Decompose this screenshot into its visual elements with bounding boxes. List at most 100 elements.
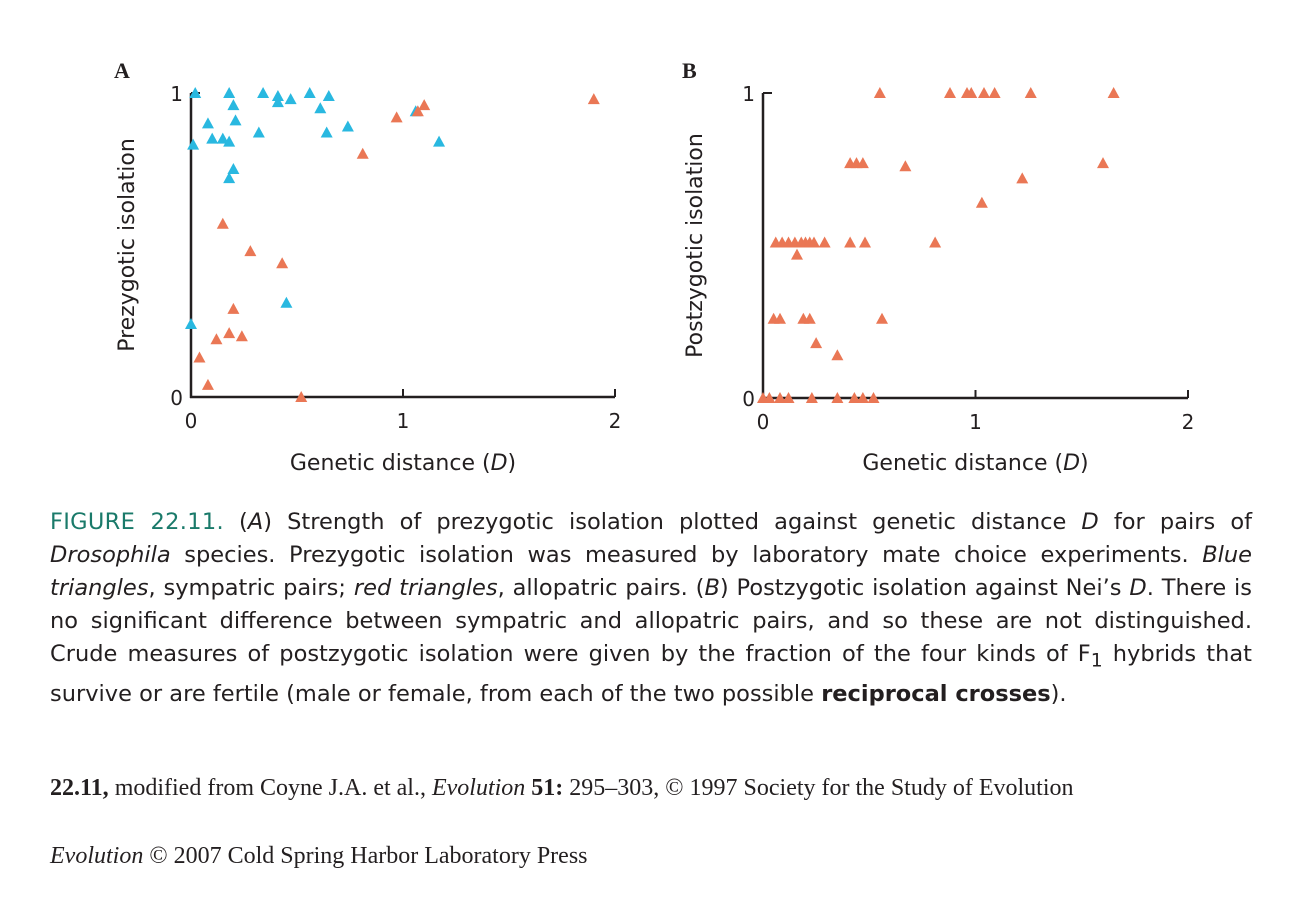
data-point-a <box>322 90 335 102</box>
axis-label-run: ) <box>1080 451 1089 476</box>
text-run: Evolution <box>50 843 144 869</box>
text-run: reciprocal crosses <box>821 680 1051 707</box>
data-point-b <box>876 312 888 324</box>
data-point-a <box>280 296 293 308</box>
data-point-a <box>271 90 284 102</box>
text-run: D <box>1129 575 1147 601</box>
x-tick-label-a: 2 <box>609 409 622 433</box>
data-point-b <box>818 236 831 248</box>
figure-caption: FIGURE 22.11. (A) Strength of prezygotic… <box>50 506 1252 711</box>
data-point-a <box>235 330 248 342</box>
y-tick-label-b: 0 <box>742 387 755 411</box>
text-run: hybrids that survive or are fertile (mal… <box>50 641 1252 707</box>
text-run: , allopatric pairs. ( <box>497 575 705 601</box>
data-point-a <box>418 99 431 111</box>
data-point-b <box>873 87 886 98</box>
data-point-a <box>411 105 424 117</box>
text-run: modified from Coyne J.A. et al., <box>108 775 432 801</box>
text-run: . There is no significant difference bet… <box>50 575 1253 667</box>
data-point-a <box>276 257 289 269</box>
x-tick-label-b: 0 <box>757 410 770 434</box>
text-run: Drosophila <box>50 542 171 568</box>
data-point-a <box>206 132 219 144</box>
data-point-b <box>810 337 823 349</box>
text-run: 295–303, © 1997 Society for the Study of… <box>563 775 1074 801</box>
text-run: Blue triangles <box>50 542 1252 601</box>
x-tick-label-a: 1 <box>397 409 410 433</box>
text-run: ). <box>1050 680 1067 707</box>
data-point-a <box>390 111 403 123</box>
axis-label-run: D <box>1063 451 1080 476</box>
data-point-b <box>867 392 880 403</box>
data-point-a <box>257 87 270 98</box>
data-point-a <box>201 378 214 390</box>
data-point-a <box>252 126 265 138</box>
data-point-b <box>848 392 861 403</box>
y-tick-label-b: 1 <box>742 82 755 106</box>
y-axis-label-a: Prezygotic isolation <box>115 138 140 352</box>
data-point-a <box>271 96 284 108</box>
data-point-a <box>587 93 600 105</box>
text-run: ) Postzygotic isolation against Nei’s <box>719 575 1130 601</box>
data-point-a <box>223 135 236 147</box>
data-point-a <box>193 351 206 363</box>
data-point-b <box>988 87 1001 98</box>
data-point-b <box>803 312 816 324</box>
data-point-a <box>356 147 369 159</box>
data-point-b <box>805 392 818 403</box>
x-tick-label-a: 0 <box>185 409 198 433</box>
data-point-b <box>782 392 795 403</box>
data-point-a <box>227 302 240 314</box>
data-point-b <box>978 87 990 98</box>
data-point-a <box>284 93 297 105</box>
data-point-b <box>1107 87 1120 98</box>
text-run: ( <box>223 509 248 535</box>
x-tick-label-b: 2 <box>1182 410 1195 434</box>
data-point-b <box>791 248 803 260</box>
x-axis-label-b: Genetic distance (D) <box>862 451 1088 476</box>
data-point-a <box>189 87 202 98</box>
data-point-b <box>1097 157 1109 169</box>
data-point-a <box>223 327 236 339</box>
data-point-a <box>314 102 327 114</box>
x-tick-label-b: 1 <box>969 410 982 434</box>
text-run: © 2007 Cold Spring Harbor Laboratory Pre… <box>143 843 588 869</box>
data-point-b <box>899 160 912 172</box>
data-point-a <box>229 114 242 126</box>
data-point-a <box>295 391 308 402</box>
data-point-a <box>303 87 316 98</box>
data-point-a <box>227 99 240 111</box>
y-tick-label-a: 1 <box>170 82 183 106</box>
data-point-b <box>856 157 869 169</box>
text-run: B <box>704 575 720 601</box>
data-point-a <box>227 163 240 174</box>
data-point-a <box>201 117 214 129</box>
data-point-b <box>1016 172 1029 184</box>
data-point-a <box>187 138 200 150</box>
credit-line: 22.11, modified from Coyne J.A. et al., … <box>50 775 1074 802</box>
data-point-b <box>831 349 844 361</box>
data-point-b <box>965 87 978 98</box>
data-point-b <box>763 392 776 403</box>
data-point-a <box>223 87 236 98</box>
data-point-b <box>929 236 942 248</box>
axis-label-run: D <box>491 451 508 476</box>
panel-letter-b: B <box>682 58 697 83</box>
data-point-a <box>210 333 223 345</box>
data-point-b <box>831 392 844 403</box>
data-point-b <box>859 236 871 248</box>
data-point-b <box>844 236 857 248</box>
text-run: for pairs of <box>1098 509 1253 535</box>
data-point-a <box>223 172 236 184</box>
data-point-a <box>320 126 333 138</box>
data-point-a <box>244 245 257 257</box>
data-point-b <box>774 312 786 324</box>
data-point-a <box>185 318 197 330</box>
text-run: species. Prezygotic isolation was measur… <box>170 542 1203 568</box>
text-run: 22.11, <box>50 775 109 801</box>
text-run: D <box>1081 509 1099 535</box>
text-run: 51: <box>531 775 564 801</box>
data-point-b <box>856 392 869 403</box>
figure-label: FIGURE 22.11. <box>50 509 224 535</box>
text-run: A <box>247 509 264 535</box>
